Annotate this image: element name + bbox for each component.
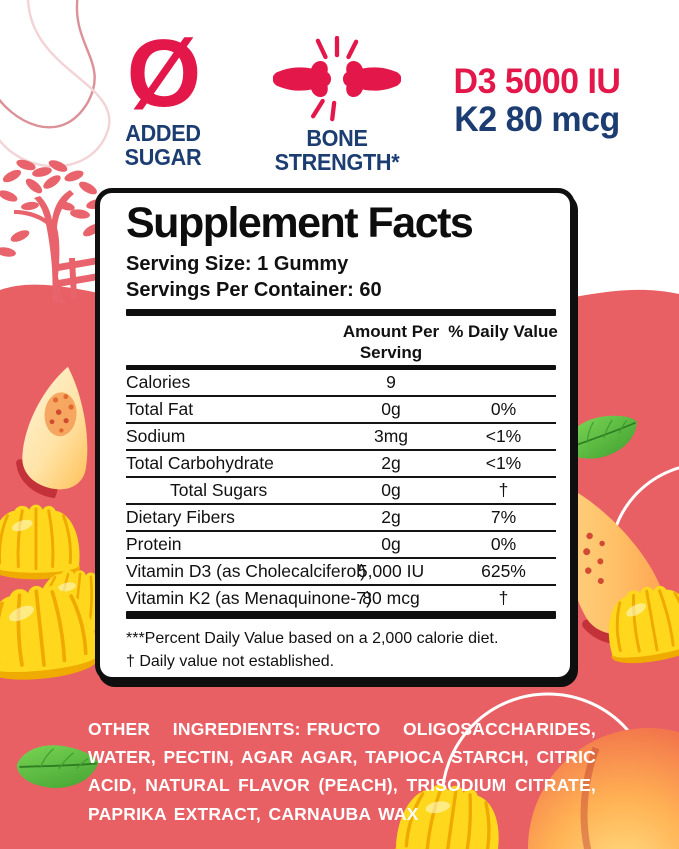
row-amount: 2g bbox=[381, 453, 401, 474]
row-amount: 9 bbox=[386, 372, 396, 393]
row-name: Total Fat bbox=[126, 399, 194, 420]
daily-value-header: % Daily Value bbox=[448, 322, 558, 342]
row-name: Protein bbox=[126, 534, 182, 555]
table-row: Protein 0g 0% bbox=[126, 532, 556, 560]
table-row: Total Sugars 0g † bbox=[126, 478, 556, 506]
row-name: Sodium bbox=[126, 426, 186, 447]
row-dv: 625% bbox=[481, 561, 526, 582]
bone-strength-badge: BONE STRENGTH* bbox=[262, 35, 412, 175]
table-row: Total Carbohydrate 2g <1% bbox=[126, 451, 556, 479]
footnote-dagger: † Daily value not established. bbox=[126, 652, 335, 670]
row-dv: <1% bbox=[485, 453, 522, 474]
row-amount: 2g bbox=[381, 507, 401, 528]
supplement-facts-title: Supplement Facts bbox=[126, 199, 474, 247]
bone-label-line2: STRENGTH* bbox=[274, 148, 400, 175]
row-dv: † bbox=[498, 480, 509, 501]
supplement-facts-panel: Supplement Facts Serving Size: 1 Gummy S… bbox=[95, 188, 575, 682]
row-amount: 0g bbox=[381, 399, 401, 420]
row-name: Vitamin K2 (as Menaquinone-7) bbox=[126, 588, 372, 609]
bone-label-line1: BONE bbox=[306, 125, 368, 151]
row-dv: 7% bbox=[490, 507, 517, 528]
swirl-lines-icon bbox=[0, 0, 111, 168]
table-row: Vitamin D3 (as Cholecalciferol) 5,000 IU… bbox=[126, 559, 556, 587]
servings-per-container-text: Servings Per Container: 60 bbox=[126, 279, 382, 302]
row-name: Total Sugars bbox=[170, 480, 268, 501]
added-sugar-label-line1: ADDED bbox=[125, 120, 201, 147]
row-name: Vitamin D3 (as Cholecalciferol) bbox=[126, 561, 366, 582]
zero-added-sugar-icon: Ø bbox=[126, 20, 202, 127]
bone-strength-icon bbox=[272, 35, 402, 122]
footnote-dv: ***Percent Daily Value based on a 2,000 … bbox=[126, 630, 499, 648]
other-ingredients-label: OTHER INGREDIENTS: bbox=[88, 718, 301, 739]
other-ingredients-text: FRUCTO OLIGOSACCHARIDES, WATER, PECTIN, … bbox=[88, 718, 596, 824]
row-name: Calories bbox=[126, 372, 191, 393]
footnotes: ***Percent Daily Value based on a 2,000 … bbox=[126, 628, 556, 673]
other-ingredients: OTHER INGREDIENTS: FRUCTO OLIGOSACCHARIDE… bbox=[88, 715, 596, 828]
row-amount: 5,000 IU bbox=[357, 561, 425, 582]
peach-wedge-left bbox=[16, 366, 88, 499]
d3-dose-text: D3 5000 IU bbox=[453, 62, 621, 101]
facts-table: Calories 9 Total Fat 0g 0% Sodium 3mg <1… bbox=[126, 370, 556, 611]
divider-thick bbox=[126, 309, 556, 317]
table-row: Calories 9 bbox=[126, 370, 556, 398]
table-row: Vitamin K2 (as Menaquinone-7) 80 mcg † bbox=[126, 586, 556, 611]
facts-column-headers: Amount Per Serving % Daily Value bbox=[126, 319, 558, 365]
row-amount: 0g bbox=[381, 534, 401, 555]
amount-per-serving-header: Amount Per Serving bbox=[342, 322, 440, 362]
table-row: Total Fat 0g 0% bbox=[126, 397, 556, 425]
row-name: Dietary Fibers bbox=[126, 507, 235, 528]
zero-added-sugar-badge: Ø ADDED SUGAR bbox=[100, 20, 226, 171]
divider-footer bbox=[126, 611, 556, 620]
table-row: Sodium 3mg <1% bbox=[126, 424, 556, 452]
k2-dose-text: K2 80 mcg bbox=[454, 100, 620, 139]
divider-header bbox=[126, 365, 556, 371]
row-amount: 0g bbox=[381, 480, 401, 501]
row-amount: 3mg bbox=[373, 426, 409, 447]
row-amount: 80 mcg bbox=[362, 588, 420, 609]
serving-size-text: Serving Size: 1 Gummy bbox=[126, 253, 349, 276]
row-dv: 0% bbox=[490, 399, 517, 420]
dose-claims: D3 5000 IU K2 80 mcg bbox=[412, 64, 662, 137]
added-sugar-label-line2: SUGAR bbox=[124, 144, 202, 171]
row-dv: † bbox=[498, 588, 509, 609]
row-dv: <1% bbox=[485, 426, 522, 447]
row-dv: 0% bbox=[490, 534, 517, 555]
whole-peach bbox=[528, 728, 679, 849]
table-row: Dietary Fibers 2g 7% bbox=[126, 505, 556, 533]
row-name: Total Carbohydrate bbox=[126, 453, 274, 474]
